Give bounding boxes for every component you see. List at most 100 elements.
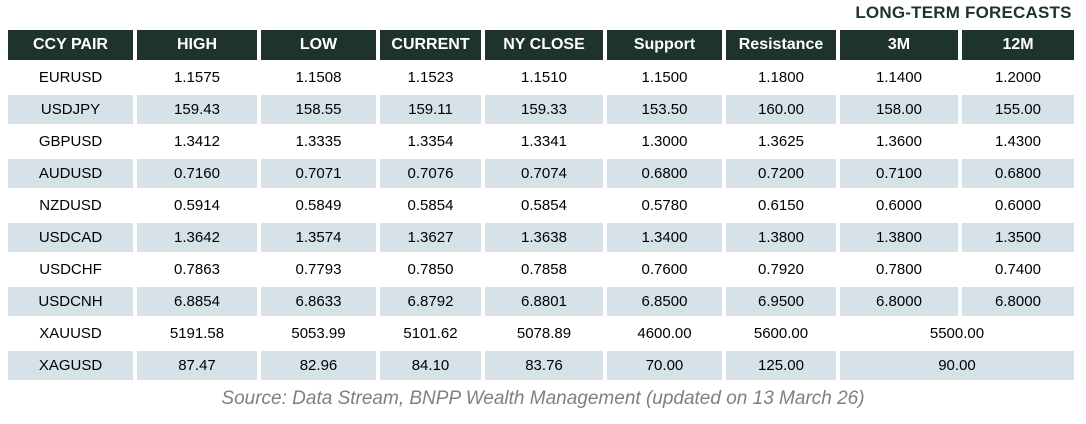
cell: 0.6000	[962, 191, 1074, 220]
cell: 1.3638	[485, 223, 603, 252]
cell: 0.7850	[380, 255, 481, 284]
source-note: Source: Data Stream, BNPP Wealth Managem…	[221, 388, 865, 409]
table-row-xauusd: XAUUSD 5191.58 5053.99 5101.62 5078.89 4…	[8, 319, 1074, 348]
cell: 0.6800	[607, 159, 722, 188]
table-row-usdcad: USDCAD 1.3642 1.3574 1.3627 1.3638 1.340…	[8, 223, 1074, 252]
column-header-low: LOW	[261, 30, 376, 60]
cell: 0.7920	[726, 255, 836, 284]
cell: 4600.00	[607, 319, 722, 348]
table-row-usdchf: USDCHF 0.7863 0.7793 0.7850 0.7858 0.760…	[8, 255, 1074, 284]
column-header-12m: 12M	[962, 30, 1074, 60]
cell: 6.9500	[726, 287, 836, 316]
cell: 1.4300	[962, 127, 1074, 156]
cell-ccy-pair: USDJPY	[8, 95, 133, 124]
cell-ccy-pair: GBPUSD	[8, 127, 133, 156]
cell: 5078.89	[485, 319, 603, 348]
cell: 0.7800	[840, 255, 958, 284]
cell: 1.3400	[607, 223, 722, 252]
cell: 1.3500	[962, 223, 1074, 252]
cell-ccy-pair: XAGUSD	[8, 351, 133, 380]
cell: 0.6800	[962, 159, 1074, 188]
cell: 1.3341	[485, 127, 603, 156]
cell: 0.5914	[137, 191, 257, 220]
header-row: CCY PAIR HIGH LOW CURRENT NY CLOSE Suppo…	[8, 30, 1074, 60]
cell: 6.8792	[380, 287, 481, 316]
cell: 1.3000	[607, 127, 722, 156]
cell: 0.6150	[726, 191, 836, 220]
cell: 1.3625	[726, 127, 836, 156]
cell: 6.8000	[840, 287, 958, 316]
cell: 6.8854	[137, 287, 257, 316]
fx-forecast-table: CCY PAIR HIGH LOW CURRENT NY CLOSE Suppo…	[4, 27, 1078, 383]
cell: 1.3412	[137, 127, 257, 156]
cell: 159.43	[137, 95, 257, 124]
cell: 0.7600	[607, 255, 722, 284]
cell: 1.1523	[380, 63, 481, 92]
cell: 0.7793	[261, 255, 376, 284]
long-term-forecasts-label: LONG-TERM FORECASTS	[855, 3, 1072, 22]
cell: 155.00	[962, 95, 1074, 124]
cell: 5191.58	[137, 319, 257, 348]
column-header-ny-close: NY CLOSE	[485, 30, 603, 60]
cell: 0.7200	[726, 159, 836, 188]
cell: 6.8801	[485, 287, 603, 316]
cell: 0.5780	[607, 191, 722, 220]
cell-ccy-pair: EURUSD	[8, 63, 133, 92]
cell: 6.8000	[962, 287, 1074, 316]
cell: 84.10	[380, 351, 481, 380]
cell: 1.3335	[261, 127, 376, 156]
column-header-3m: 3M	[840, 30, 958, 60]
cell: 5053.99	[261, 319, 376, 348]
cell: 0.5854	[485, 191, 603, 220]
cell: 1.3800	[840, 223, 958, 252]
cell: 0.7074	[485, 159, 603, 188]
cell: 70.00	[607, 351, 722, 380]
cell: 1.3574	[261, 223, 376, 252]
cell: 0.7858	[485, 255, 603, 284]
cell: 1.1510	[485, 63, 603, 92]
cell: 159.11	[380, 95, 481, 124]
cell: 1.1500	[607, 63, 722, 92]
cell: 82.96	[261, 351, 376, 380]
cell: 6.8633	[261, 287, 376, 316]
cell: 158.55	[261, 95, 376, 124]
cell: 0.7100	[840, 159, 958, 188]
column-header-high: HIGH	[137, 30, 257, 60]
table-row-eurusd: EURUSD 1.1575 1.1508 1.1523 1.1510 1.150…	[8, 63, 1074, 92]
cell: 0.6000	[840, 191, 958, 220]
cell: 153.50	[607, 95, 722, 124]
cell-ccy-pair: AUDUSD	[8, 159, 133, 188]
column-header-ccy-pair: CCY PAIR	[8, 30, 133, 60]
cell: 1.1400	[840, 63, 958, 92]
cell-ccy-pair: USDCHF	[8, 255, 133, 284]
cell: 87.47	[137, 351, 257, 380]
cell-merged-forecast: 90.00	[840, 351, 1074, 380]
table-row-usdcnh: USDCNH 6.8854 6.8633 6.8792 6.8801 6.850…	[8, 287, 1074, 316]
cell: 0.7863	[137, 255, 257, 284]
cell: 0.7071	[261, 159, 376, 188]
cell-merged-forecast: 5500.00	[840, 319, 1074, 348]
cell: 1.3627	[380, 223, 481, 252]
cell: 158.00	[840, 95, 958, 124]
cell: 0.5849	[261, 191, 376, 220]
table-row-xagusd: XAGUSD 87.47 82.96 84.10 83.76 70.00 125…	[8, 351, 1074, 380]
cell: 1.1508	[261, 63, 376, 92]
cell-ccy-pair: USDCAD	[8, 223, 133, 252]
cell: 1.1575	[137, 63, 257, 92]
table-row-audusd: AUDUSD 0.7160 0.7071 0.7076 0.7074 0.680…	[8, 159, 1074, 188]
cell: 1.2000	[962, 63, 1074, 92]
cell-ccy-pair: XAUUSD	[8, 319, 133, 348]
cell: 0.7160	[137, 159, 257, 188]
cell: 159.33	[485, 95, 603, 124]
cell: 1.3800	[726, 223, 836, 252]
column-header-resistance: Resistance	[726, 30, 836, 60]
cell: 83.76	[485, 351, 603, 380]
cell-ccy-pair: USDCNH	[8, 287, 133, 316]
cell: 6.8500	[607, 287, 722, 316]
cell: 0.7400	[962, 255, 1074, 284]
cell: 5600.00	[726, 319, 836, 348]
cell: 5101.62	[380, 319, 481, 348]
cell: 0.5854	[380, 191, 481, 220]
cell: 1.1800	[726, 63, 836, 92]
